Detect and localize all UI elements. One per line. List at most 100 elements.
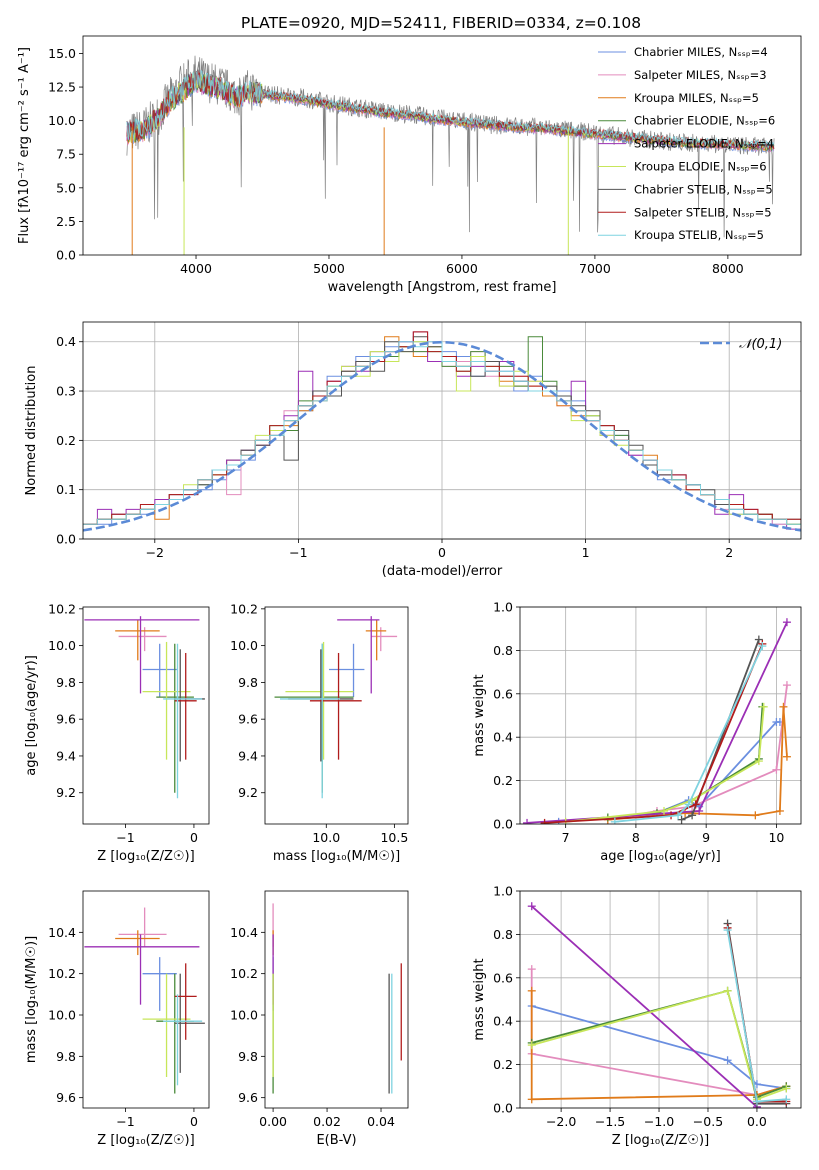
age-vs-mass-frame [264,606,409,825]
x-tick-label: 10.5 [380,830,408,845]
y-tick-label: 10.2 [230,966,258,981]
weight-vs-Z-plot-area [527,902,791,1108]
age-vs-mass-plot-area [274,616,398,799]
model-spectrum-line [126,69,775,150]
weight-vs-Z-axes [516,890,802,1112]
errorbar-point [274,643,354,793]
x-tick-label: 8000 [712,261,744,276]
mass-vs-ebv-axes [261,890,409,1112]
errorbar-point [309,652,362,760]
errorbar-point [115,619,160,661]
x-tick-label: −2.0 [546,1114,576,1129]
x-tick-label: −1 [116,830,134,845]
y-tick-label: 0.2 [493,773,513,788]
normal-curve [83,340,801,532]
errorbar-point [142,973,191,1077]
spectrum-axes [79,35,802,259]
weight-marker [751,811,760,820]
weight-marker [782,752,791,761]
weight-marker [523,818,532,824]
x-tick-label: 10 [768,830,784,845]
weight-marker [723,986,732,995]
errorbar-point [84,616,200,694]
y-tick-label: 9.2 [238,785,258,800]
weight-vs-age-plot-area [523,618,791,824]
model-spectrum-line [126,69,775,150]
errorbar-point [142,641,191,760]
mass-vs-Z-ylabel: mass [log₁₀(M/M☉)] [24,936,39,1063]
legend-label: Salpeter MILES, Nₛₛₚ=3 [634,68,767,82]
y-tick-label: 7.5 [56,147,76,162]
y-tick-label: 0.2 [493,1057,513,1072]
weight-marker [677,815,686,824]
x-tick-label: 0.0 [747,1114,767,1129]
errorbar-point [156,973,194,1094]
y-tick-label: 9.6 [56,712,76,727]
weight-marker [782,618,791,627]
y-tick-label: 1.0 [493,884,513,899]
y-tick-label: 0.0 [56,532,76,547]
errorbar-point [142,643,177,698]
weight-line [544,643,764,824]
y-tick-label: 10.0 [48,1008,76,1023]
mass-vs-Z-xlabel: Z [log₁₀(Z/Z☉)] [97,1133,194,1148]
weight-vs-Z-xlabel: Z [log₁₀(Z/Z☉)] [612,1133,709,1148]
y-tick-label: 5.0 [56,180,76,195]
y-tick-label: 0.1 [56,482,76,497]
weight-line [531,1005,787,1090]
weight-line [565,706,765,823]
age-vs-Z-axes [79,606,210,828]
weight-marker [691,800,700,809]
weight-vs-age-xlabel: age [log₁₀(age/yr)] [600,849,721,864]
y-tick-label: 9.8 [56,675,76,690]
x-tick-label: 4000 [180,261,212,276]
x-tick-label: 0 [190,1114,198,1129]
y-tick-label: 0.4 [56,334,76,349]
weight-marker [758,642,767,651]
weight-marker [527,1041,536,1050]
errorbar-point [174,963,197,1040]
age-vs-Z-xlabel: Z [log₁₀(Z/Z☉)] [97,849,194,864]
weight-marker [527,902,536,911]
weight-marker [754,757,763,766]
weight-vs-Z-ylabel: mass weight [472,958,487,1040]
y-tick-label: 9.2 [56,785,76,800]
y-tick-label: 10.4 [230,925,258,940]
weight-vs-age-ylabel: mass weight [472,674,487,756]
y-tick-label: 9.6 [238,1090,258,1105]
weight-marker [540,818,549,824]
x-tick-label: 7 [562,830,570,845]
residuals-ylabel: Normed distribution [24,366,39,496]
errorbar-point [163,643,203,799]
y-tick-label: 9.4 [238,748,258,763]
weight-marker [527,965,536,974]
y-tick-label: 9.8 [238,1049,258,1064]
legend-label: Chabrier ELODIE, Nₛₛₚ=6 [634,114,775,128]
y-tick-label: 9.6 [56,1090,76,1105]
y-tick-label: 9.6 [238,712,258,727]
errorbar-point [174,649,205,762]
x-tick-label: 0 [438,545,446,560]
y-tick-label: 1.0 [493,600,513,615]
y-tick-label: 9.8 [238,675,258,690]
y-tick-label: 0.4 [493,730,513,745]
y-tick-label: 10.2 [230,601,258,616]
y-tick-label: 10.2 [48,966,76,981]
y-tick-label: 0.2 [56,433,76,448]
y-tick-label: 10.0 [48,113,76,128]
x-tick-label: −1.5 [595,1114,625,1129]
errorbar-point [156,643,194,793]
age-vs-Z-frame [82,606,210,825]
y-tick-label: 10.0 [230,1008,258,1023]
x-tick-label: 8 [632,830,640,845]
errorbar-point [84,934,200,1005]
y-tick-label: 0.8 [493,927,513,942]
mass-vs-Z-plot-area [84,907,205,1094]
errorbar-point [365,619,387,661]
weight-marker [660,806,669,815]
weight-vs-age-frame [519,606,802,825]
spectrum-legend [598,51,626,236]
age-vs-Z-ylabel: age [log₁₀(age/yr)] [24,655,39,776]
weight-marker [752,1097,761,1106]
